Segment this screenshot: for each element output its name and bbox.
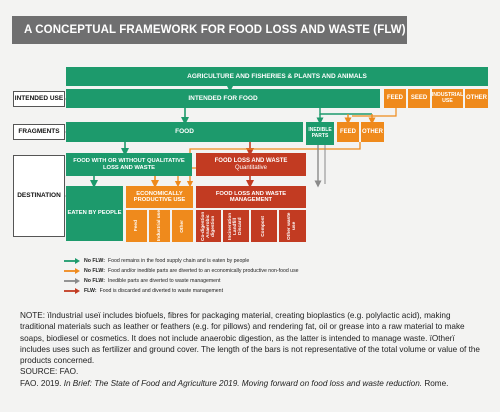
note-text: NOTE: ïIndustrial useï includes biofuels… <box>20 311 480 366</box>
management-compost-item: Compost <box>251 210 277 242</box>
row-label-destination: DESTINATION <box>13 155 65 237</box>
productive-other-item: Other <box>172 210 193 242</box>
intended-industrial-box: INDUSTRIAL USE <box>432 89 463 108</box>
source-text: SOURCE: FAO. <box>20 367 79 377</box>
fragment-feed-box: FEED <box>337 122 359 142</box>
row-label-fragments: FRAGMENTS <box>13 124 65 140</box>
citation-title: In Brief: The State of Food and Agricult… <box>63 378 423 388</box>
economically-productive-box: ECONOMICALLY PRODUCTIVE USE <box>126 186 193 208</box>
legend: No FLW: Food remains in the food supply c… <box>64 256 364 296</box>
management-codigestion-item: Co-digestion Anaerobic digestion <box>196 210 221 242</box>
flw-quantitative-title: FOOD LOSS AND WASTE <box>214 157 288 164</box>
productive-industrial-item: Industrial use <box>149 210 170 242</box>
flw-quantitative-box: FOOD LOSS AND WASTE Quantitative <box>196 153 306 176</box>
legend-item: No FLW: Food and/or inedible parts are di… <box>64 266 364 276</box>
fragment-other-box: OTHER <box>361 122 384 142</box>
legend-item: No FLW: Inedible parts are diverted to wa… <box>64 276 364 286</box>
green-arrow-icon <box>64 258 80 264</box>
grey-arrow-icon <box>64 278 80 284</box>
row-label-intended-use: INTENDED USE <box>13 91 65 107</box>
legend-item: FLW: Food is discarded and diverted to wa… <box>64 286 364 296</box>
management-incineration-item: Incineration Landfill Discard <box>223 210 249 242</box>
productive-feed-item: Feed <box>126 210 147 242</box>
flw-quantitative-sub: Quantitative <box>234 164 268 171</box>
intended-other-box: OTHER <box>465 89 488 108</box>
intended-for-food-bar: INTENDED FOR FOOD <box>66 89 380 108</box>
figure-title: A CONCEPTUAL FRAMEWORK FOR FOOD LOSS AND… <box>12 16 407 44</box>
red-arrow-icon <box>64 288 80 294</box>
citation: FAO. 2019. In Brief: The State of Food a… <box>20 378 485 389</box>
figure-notes: NOTE: ïIndustrial useï includes biofuels… <box>20 310 485 389</box>
orange-arrow-icon <box>64 268 80 274</box>
food-with-loss-box: FOOD WITH OR WITHOUT QUALITATIVE LOSS AN… <box>66 153 192 176</box>
intended-seed-box: SEED <box>408 89 430 108</box>
citation-suffix: Rome. <box>424 378 449 388</box>
fragment-food-bar: FOOD <box>66 122 303 142</box>
eaten-by-people-box: EATEN BY PEOPLE <box>66 186 123 241</box>
fragment-inedible-box: INEDIBLE PARTS <box>306 122 334 145</box>
citation-prefix: FAO. 2019. <box>20 378 62 388</box>
management-other-waste-item: Other waste use <box>279 210 306 242</box>
flw-management-box: FOOD LOSS AND WASTE MANAGEMENT <box>196 186 306 208</box>
intended-feed-box: FEED <box>384 89 406 108</box>
legend-item: No FLW: Food remains in the food supply c… <box>64 256 364 266</box>
agriculture-fisheries-bar: AGRICULTURE AND FISHERIES & PLANTS AND A… <box>66 67 488 86</box>
